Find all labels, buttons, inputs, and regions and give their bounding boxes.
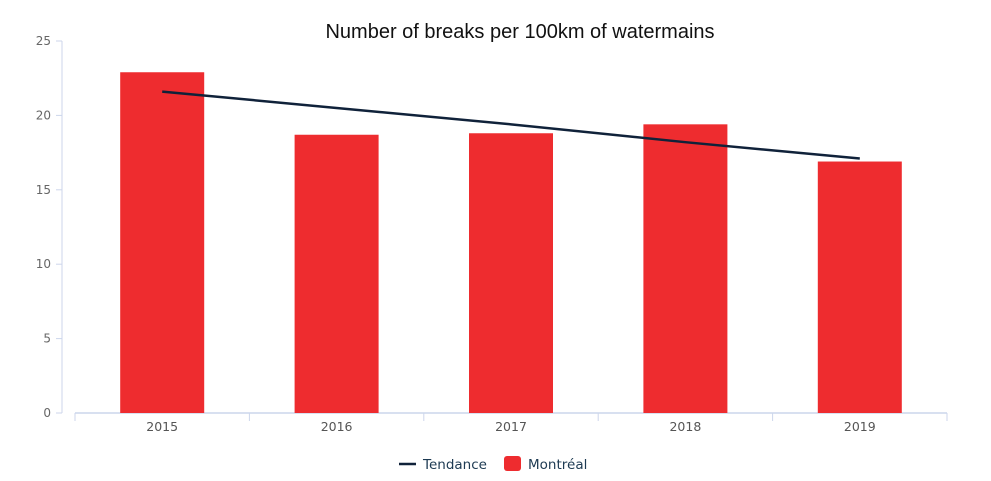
legend-item-montreal[interactable]: Montréal — [504, 456, 587, 473]
legend: Tendance Montréal — [399, 456, 587, 473]
y-tick-label: 10 — [36, 257, 51, 271]
trend-line[interactable] — [162, 90, 860, 160]
x-tick-label: 2019 — [844, 419, 876, 434]
chart-title: Number of breaks per 100km of watermains — [325, 21, 714, 43]
y-tick-label: 25 — [36, 34, 51, 48]
legend-label: Montréal — [528, 457, 587, 473]
x-tick-label: 2016 — [321, 419, 353, 434]
x-tick-label: 2017 — [495, 419, 527, 434]
bar-2017[interactable] — [469, 133, 553, 414]
bar-2018[interactable] — [643, 124, 728, 413]
legend-item-trend[interactable]: Tendance — [399, 457, 487, 473]
y-tick-label: 5 — [43, 332, 51, 346]
x-tick-label: 2018 — [669, 419, 701, 434]
bar-2019[interactable] — [817, 161, 902, 413]
bar-2015[interactable] — [120, 72, 205, 414]
bar-series — [120, 72, 902, 414]
x-tick-label: 2015 — [146, 419, 178, 434]
y-tick-label: 0 — [43, 406, 51, 420]
trend-series — [162, 90, 860, 160]
bar-2016[interactable] — [294, 134, 379, 413]
y-tick-label: 20 — [36, 108, 51, 122]
x-axis: 2015 2016 2017 2018 2019 — [74, 412, 948, 434]
legend-bar-swatch — [504, 456, 521, 471]
y-tick-label: 15 — [36, 183, 51, 197]
y-axis: 0 5 10 15 20 25 — [36, 34, 63, 420]
legend-label: Tendance — [422, 457, 487, 473]
